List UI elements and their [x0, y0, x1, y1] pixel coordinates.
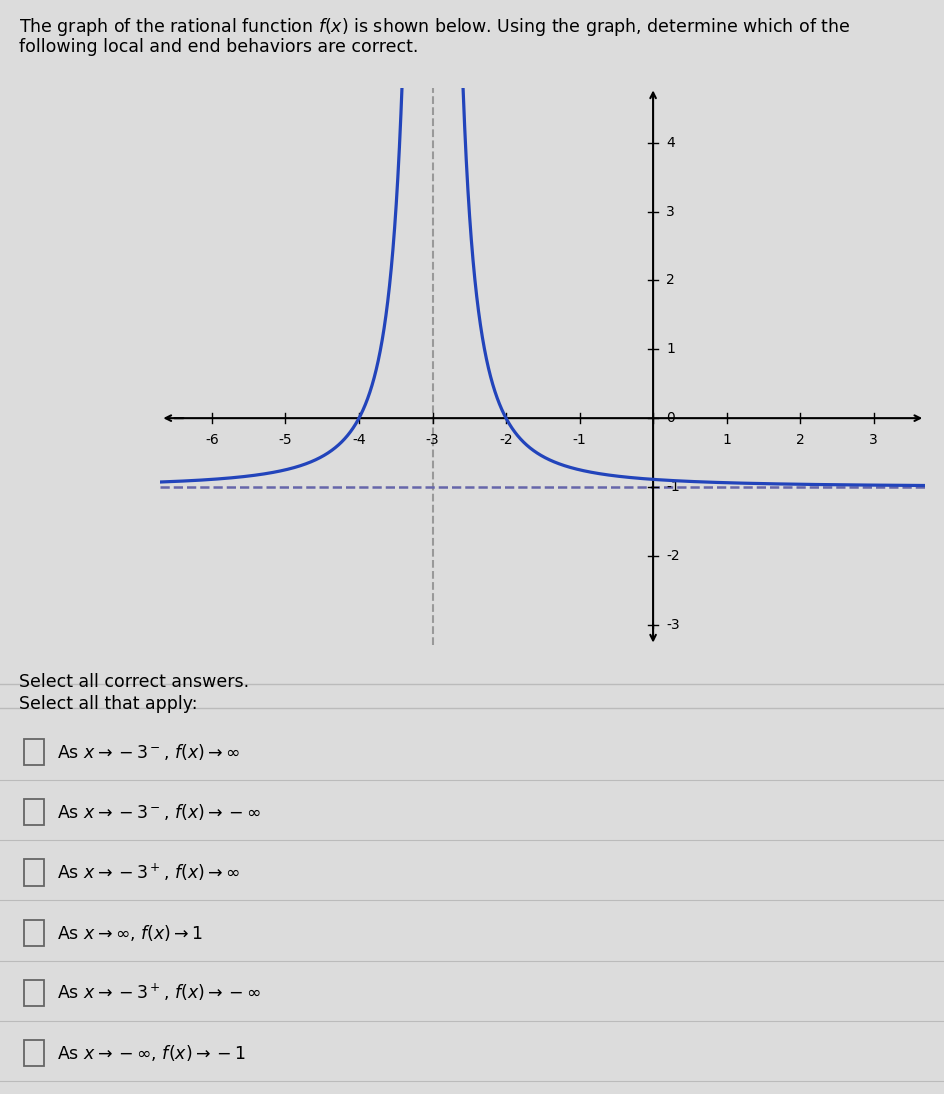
Text: As $x \to -3^-$, $f(x) \to -\infty$: As $x \to -3^-$, $f(x) \to -\infty$: [57, 802, 261, 823]
Text: -2: -2: [666, 549, 680, 563]
Text: 4: 4: [666, 136, 675, 150]
Text: -1: -1: [666, 480, 680, 494]
Text: -1: -1: [573, 433, 586, 447]
Text: -2: -2: [499, 433, 513, 447]
Text: 2: 2: [796, 433, 804, 447]
Text: Select all that apply:: Select all that apply:: [19, 695, 197, 712]
Text: -3: -3: [426, 433, 439, 447]
Text: As $x \to -3^+$, $f(x) \to -\infty$: As $x \to -3^+$, $f(x) \to -\infty$: [57, 982, 261, 1003]
Text: -6: -6: [205, 433, 219, 447]
Text: 1: 1: [722, 433, 731, 447]
Text: The graph of the rational function $f(x)$ is shown below. Using the graph, deter: The graph of the rational function $f(x)…: [19, 16, 851, 38]
Text: 3: 3: [666, 205, 675, 219]
Text: -3: -3: [666, 618, 680, 632]
Text: As $x \to \infty$, $f(x) \to 1$: As $x \to \infty$, $f(x) \to 1$: [57, 922, 203, 943]
Text: 3: 3: [869, 433, 878, 447]
Text: -5: -5: [278, 433, 293, 447]
Text: 0: 0: [666, 411, 675, 426]
Text: As $x \to -3^+$, $f(x) \to \infty$: As $x \to -3^+$, $f(x) \to \infty$: [57, 862, 240, 883]
Text: Select all correct answers.: Select all correct answers.: [19, 673, 249, 690]
Text: following local and end behaviors are correct.: following local and end behaviors are co…: [19, 38, 418, 56]
Text: 1: 1: [666, 342, 675, 357]
Text: -4: -4: [352, 433, 366, 447]
Text: As $x \to -3^-$, $f(x) \to \infty$: As $x \to -3^-$, $f(x) \to \infty$: [57, 742, 240, 763]
Text: As $x \to -\infty$, $f(x) \to -1$: As $x \to -\infty$, $f(x) \to -1$: [57, 1043, 245, 1063]
Text: 2: 2: [666, 274, 675, 288]
